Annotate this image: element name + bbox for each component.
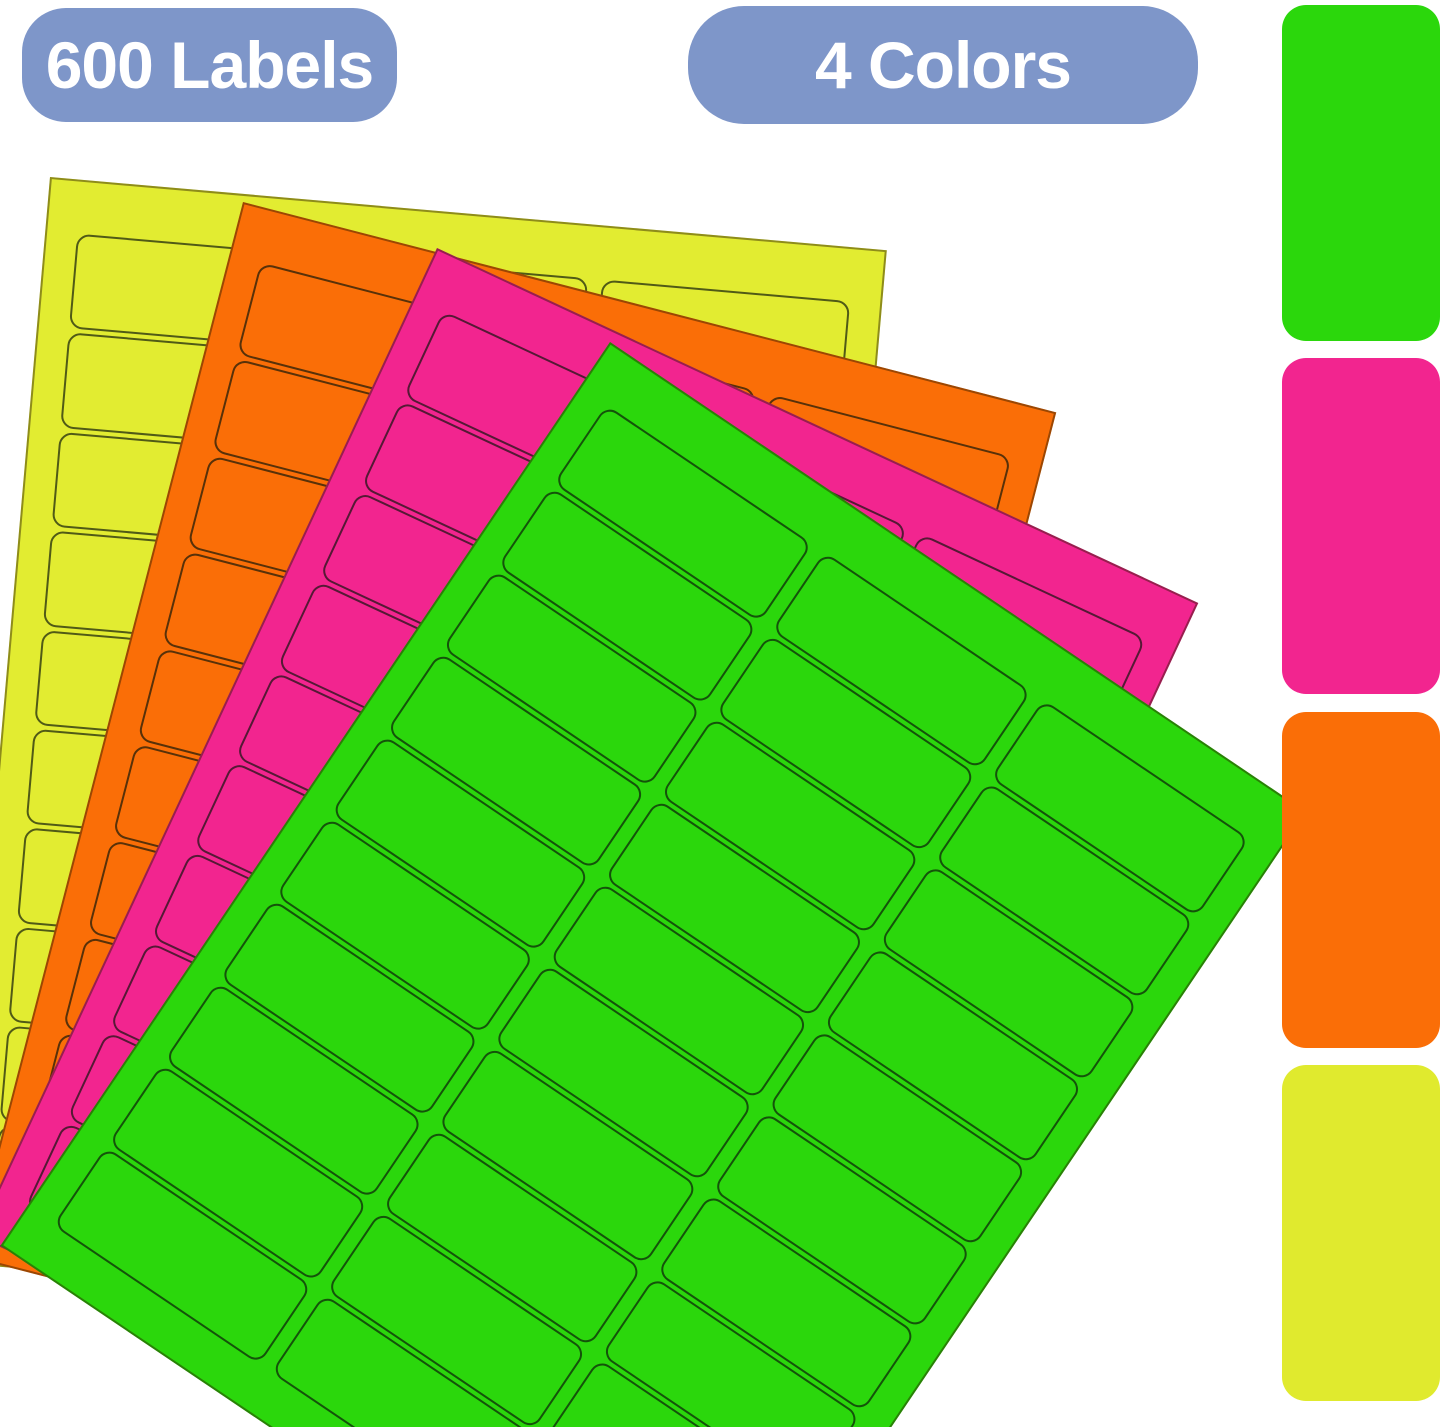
- badge-600-labels: 600 Labels: [22, 8, 397, 122]
- badge-4-colors: 4 Colors: [688, 6, 1198, 124]
